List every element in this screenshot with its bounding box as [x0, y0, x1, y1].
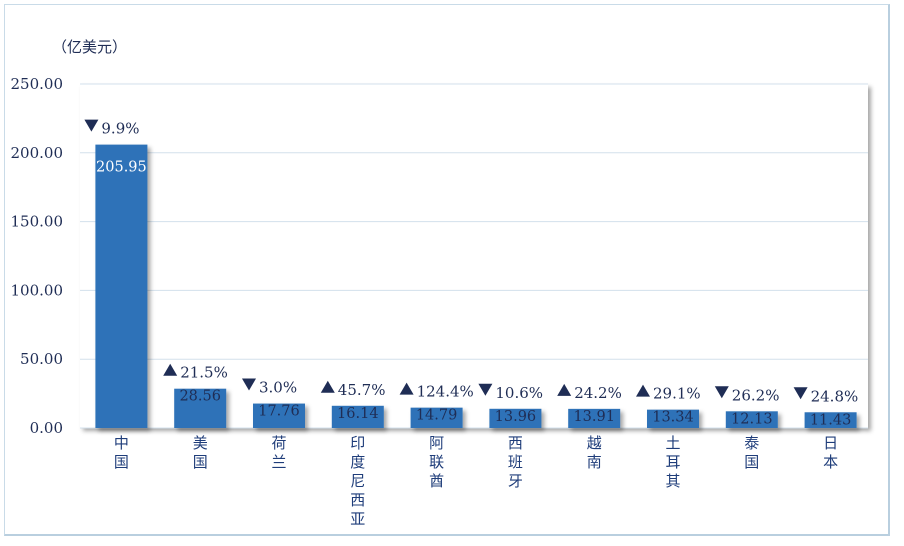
change-labels: 9.9% 21.5% 3.0% 45.7% 124.4% 10.6% 24.2% 29.1% 2… — [84, 119, 859, 405]
y-tick-label: 50.00 — [20, 350, 63, 368]
value-label: 14.79 — [416, 408, 458, 424]
up-triangle-icon — [636, 384, 650, 397]
bars — [95, 144, 857, 428]
change-label: 29.1% — [653, 385, 701, 403]
bar — [253, 403, 305, 428]
up-triangle-icon — [320, 380, 335, 393]
category-label: 印度尼西亚 — [350, 434, 365, 528]
change-label: 24.2% — [574, 384, 622, 402]
plot-background — [80, 84, 868, 428]
category-label: 土耳其 — [665, 434, 680, 490]
category-label: 日本 — [823, 434, 838, 471]
category-label: 西班牙 — [508, 434, 523, 490]
chart-frame — [4, 4, 890, 536]
y-tick-label: 200.00 — [11, 144, 64, 162]
y-axis-unit-label: （亿美元） — [52, 38, 127, 56]
value-label: 28.56 — [179, 389, 221, 405]
change-label: 21.5% — [180, 364, 228, 382]
value-label: 13.34 — [652, 410, 694, 426]
change-label: 26.2% — [732, 386, 780, 404]
category-label: 泰国 — [744, 434, 759, 471]
change-indicator: 26.2% — [714, 386, 780, 404]
y-axis-ticks: 0.00 50.00 100.00 150.00 200.00 250.00 — [11, 75, 64, 437]
value-label: 17.76 — [258, 404, 300, 420]
category-label: 中国 — [114, 434, 129, 471]
category-label: 阿联酋 — [429, 434, 444, 490]
value-label: 13.96 — [495, 409, 537, 425]
y-tick-label: 100.00 — [11, 281, 64, 299]
change-indicator: 124.4% — [399, 382, 474, 401]
down-triangle-icon — [714, 386, 729, 399]
change-indicator: 21.5% — [163, 363, 228, 382]
down-triangle-icon — [793, 387, 808, 400]
category-label: 美国 — [193, 434, 208, 471]
bar — [331, 405, 384, 428]
y-tick-label: 250.00 — [11, 75, 64, 93]
change-label: 45.7% — [338, 381, 386, 399]
bar — [489, 408, 542, 428]
bar — [568, 408, 621, 428]
bar — [174, 388, 227, 428]
plot-area — [80, 84, 868, 428]
change-label: 10.6% — [495, 384, 543, 402]
value-label: 205.95 — [96, 160, 147, 176]
bar — [804, 412, 857, 428]
change-label: 24.8% — [811, 387, 859, 405]
change-label: 124.4% — [417, 383, 474, 401]
change-indicator: 9.9% — [84, 119, 140, 138]
y-tick-label: 0.00 — [30, 419, 63, 437]
category-label: 越南 — [587, 434, 602, 471]
y-tick-label: 150.00 — [11, 213, 64, 231]
change-label: 3.0% — [259, 379, 297, 397]
up-triangle-icon — [399, 382, 414, 395]
up-triangle-icon — [163, 363, 178, 376]
value-label: 11.43 — [810, 412, 852, 428]
down-triangle-icon — [478, 383, 493, 396]
value-label: 13.91 — [573, 409, 615, 425]
change-indicator: 3.0% — [242, 378, 297, 397]
x-axis-labels: 中国 美国 荷兰 印度尼西亚 阿联酋 西班牙 越南 土耳其 泰国 日本 — [114, 434, 838, 528]
change-indicator: 29.1% — [636, 384, 701, 403]
bar — [95, 144, 148, 428]
down-triangle-icon — [242, 378, 256, 391]
category-label: 荷兰 — [271, 434, 286, 471]
change-indicator: 45.7% — [320, 380, 386, 399]
value-labels: 205.95 28.56 17.76 16.14 14.79 13.96 13.91 13.3… — [96, 160, 851, 429]
bar — [647, 409, 699, 428]
change-label: 9.9% — [101, 120, 139, 138]
change-indicator: 10.6% — [478, 383, 543, 402]
value-label: 12.13 — [731, 411, 773, 427]
down-triangle-icon — [84, 119, 99, 132]
change-indicator: 24.2% — [557, 383, 622, 402]
bar — [410, 407, 463, 428]
change-indicator: 24.8% — [793, 387, 859, 405]
up-triangle-icon — [557, 383, 572, 396]
bar — [725, 411, 778, 428]
value-label: 16.14 — [337, 406, 379, 422]
